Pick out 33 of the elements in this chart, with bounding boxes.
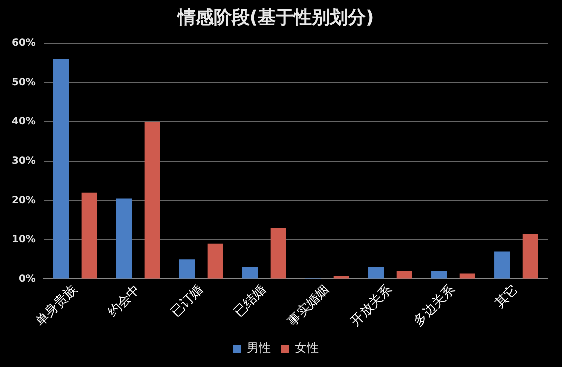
y-tick-label: 20% bbox=[12, 195, 36, 206]
x-tick-label: 单身贵族 bbox=[33, 282, 81, 330]
bar bbox=[368, 267, 384, 279]
bar bbox=[460, 274, 476, 279]
chart-title: 情感阶段(基于性别划分) bbox=[176, 7, 374, 28]
y-tick-label: 0% bbox=[18, 274, 36, 285]
bar bbox=[270, 228, 286, 279]
bar bbox=[334, 276, 350, 279]
x-tick-label: 事实婚姻 bbox=[285, 282, 333, 330]
bar bbox=[242, 267, 258, 279]
bar bbox=[144, 122, 160, 279]
bar bbox=[522, 234, 538, 279]
bar bbox=[179, 260, 196, 279]
legend-label: 女性 bbox=[295, 341, 319, 356]
x-tick-label: 其它 bbox=[492, 282, 522, 312]
y-tick-label: 50% bbox=[12, 77, 36, 88]
bar bbox=[82, 192, 98, 279]
bar bbox=[432, 271, 448, 279]
bar bbox=[53, 59, 70, 279]
bar bbox=[494, 252, 510, 279]
x-tick-label: 约会中 bbox=[105, 282, 144, 321]
bar bbox=[116, 198, 132, 279]
x-tick-label: 已订婚 bbox=[168, 282, 207, 321]
bar bbox=[396, 271, 412, 279]
x-tick-label: 开放关系 bbox=[348, 282, 396, 330]
x-tick-label: 多边关系 bbox=[411, 282, 459, 330]
x-tick-label: 已结婚 bbox=[231, 282, 270, 321]
y-tick-label: 10% bbox=[12, 234, 36, 246]
y-tick-label: 60% bbox=[12, 38, 36, 50]
y-tick-label: 40% bbox=[12, 116, 36, 128]
legend-label: 男性 bbox=[247, 341, 271, 356]
y-tick-label: 30% bbox=[12, 156, 36, 167]
bar bbox=[208, 244, 224, 279]
